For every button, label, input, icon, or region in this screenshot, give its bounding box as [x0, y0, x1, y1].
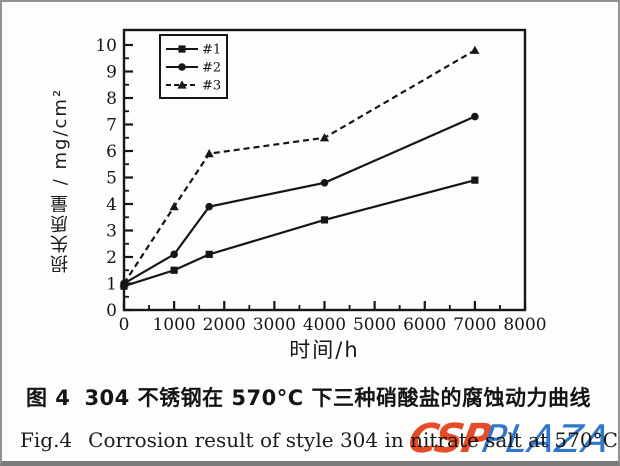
x-tick-label: 0 [119, 315, 130, 335]
x-tick-label: 6000 [403, 315, 446, 335]
x-tick-label: 2000 [203, 315, 246, 335]
y-axis-label: 损失质量 / mg/cm² [50, 87, 71, 273]
series-point-2 [170, 250, 178, 259]
series-point-2 [320, 179, 329, 187]
series-point-3 [204, 149, 214, 158]
caption-english-text: Corrosion result of style 304 in nitrate… [88, 428, 618, 452]
series-point-1 [320, 216, 329, 224]
legend-marker-3 [177, 80, 187, 89]
series-point-3 [119, 278, 129, 288]
y-tick-label: 5 [106, 169, 117, 189]
x-tick-label: 4000 [303, 315, 346, 335]
y-tick-label: 6 [106, 142, 117, 162]
x-tick-label: 7000 [453, 315, 496, 335]
series-line-2 [123, 115, 476, 285]
x-tick-label: 5000 [353, 315, 396, 335]
caption-english: Fig.4 Corrosion result of style 304 in ni… [20, 428, 618, 452]
y-tick-label: 0 [106, 301, 117, 321]
y-tick-label: 4 [106, 195, 117, 215]
y-tick-label: 1 [106, 275, 117, 295]
series-point-3 [470, 45, 480, 54]
series-point-3 [169, 202, 179, 211]
legend-label-2: #2 [202, 61, 221, 76]
x-tick-label: 8000 [503, 315, 546, 335]
cspplaza-logo: CSPPLAZA [405, 416, 614, 461]
y-tick-label: 3 [106, 222, 117, 242]
x-tick-label: 3000 [253, 315, 296, 335]
legend-marker-1 [178, 45, 186, 53]
caption-english-figure-number: Fig.4 [20, 428, 73, 452]
series-point-2 [471, 112, 479, 121]
series-point-1 [170, 266, 178, 274]
legend-label-3: #3 [202, 79, 221, 94]
series-point-1 [205, 250, 213, 258]
y-tick-label: 9 [106, 63, 117, 83]
series-point-3 [319, 133, 330, 142]
caption-chinese-figure-number: 图 4 [26, 386, 71, 410]
caption-chinese-text: 304 不锈钢在 570°C 下三种硝酸盐的腐蚀动力曲线 [84, 386, 591, 410]
corrosion-line-chart: 0 1000 2000 3000 4000 5000 6000 7000 80000123456… [95, 28, 547, 335]
x-tick-label: 1000 [152, 315, 195, 335]
legend-label-1: #1 [202, 43, 221, 58]
series-point-1 [471, 176, 479, 184]
y-tick-label: 8 [106, 89, 117, 109]
y-tick-label: 2 [106, 248, 117, 268]
x-axis-label: 时间/h [289, 338, 360, 362]
y-tick-label: 10 [95, 36, 117, 56]
y-tick-label: 7 [106, 116, 117, 136]
caption-chinese: 图 4 304 不锈钢在 570°C 下三种硝酸盐的腐蚀动力曲线 [26, 382, 606, 412]
legend-marker-2 [178, 63, 186, 71]
logo-plaza-text: PLAZA [479, 417, 614, 461]
series-point-2 [205, 202, 214, 211]
